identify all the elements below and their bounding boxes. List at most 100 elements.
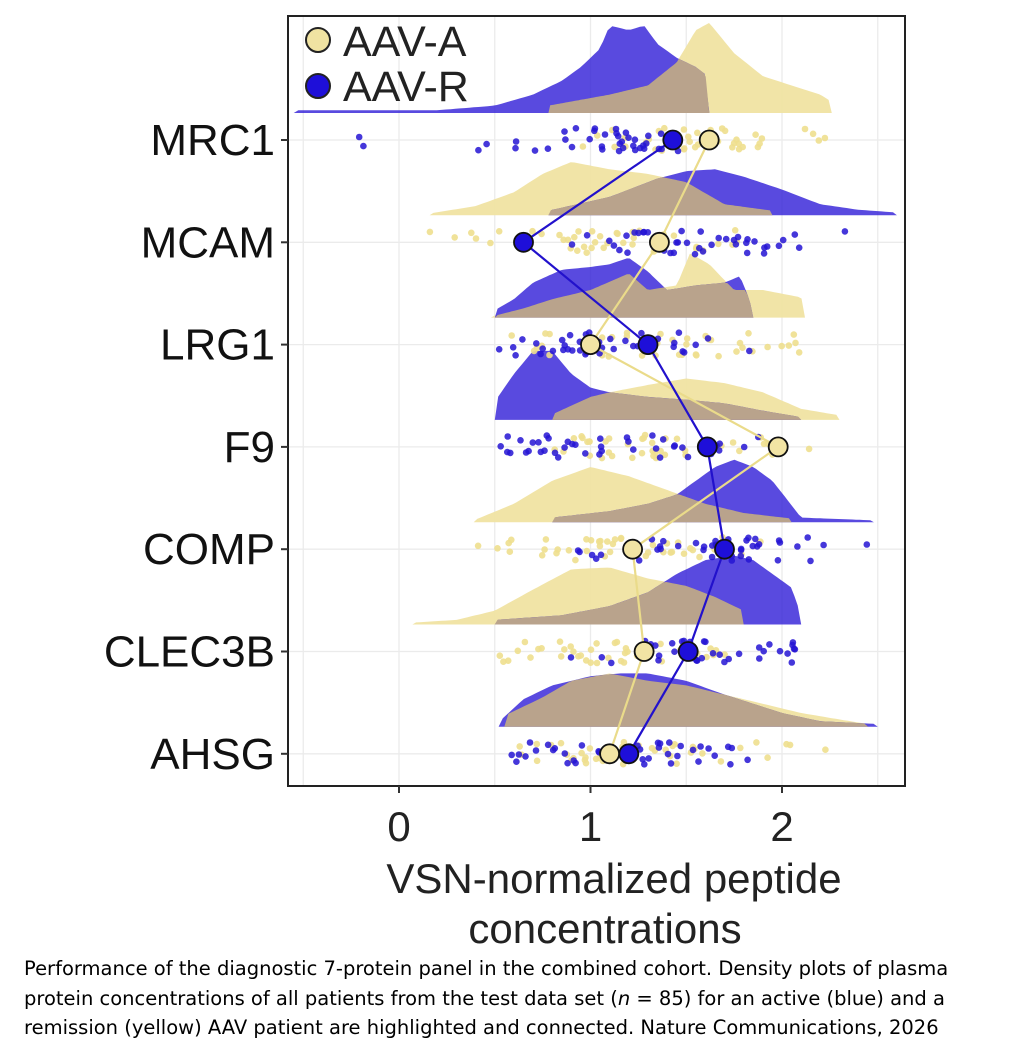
jitter-point-aav-a xyxy=(731,227,739,234)
jitter-point-aav-a xyxy=(583,536,590,543)
jitter-point-aav-r xyxy=(597,551,605,559)
density-overlap-comp xyxy=(552,494,792,523)
jitter-point-aav-a xyxy=(629,241,636,248)
jitter-point-aav-a xyxy=(689,546,697,554)
jitter-point-aav-r xyxy=(641,761,648,768)
jitter-point-aav-a xyxy=(554,546,561,553)
jitter-point-aav-a xyxy=(521,638,529,646)
jitter-point-aav-r xyxy=(656,740,664,747)
jitter-point-aav-r xyxy=(775,537,783,544)
jitter-point-aav-r xyxy=(639,756,646,763)
jitter-point-aav-r xyxy=(622,129,630,136)
jitter-point-aav-r xyxy=(692,341,699,349)
jitter-point-aav-a xyxy=(557,653,565,660)
jitter-point-aav-r xyxy=(727,761,734,768)
jitter-point-aav-a xyxy=(533,740,541,748)
jitter-point-aav-r xyxy=(623,232,630,239)
jitter-point-aav-a xyxy=(737,744,744,752)
jitter-point-aav-a xyxy=(686,138,693,145)
jitter-point-aav-r xyxy=(583,232,591,239)
jitter-point-aav-r xyxy=(789,639,797,646)
jitter-point-aav-r xyxy=(631,136,639,143)
jitter-point-aav-r xyxy=(512,144,519,152)
jitter-point-aav-r xyxy=(635,557,643,564)
jitter-point-aav-a xyxy=(426,228,434,236)
jitter-point-aav-a xyxy=(680,550,688,557)
jitter-point-aav-r xyxy=(743,537,750,544)
jitter-point-aav-a xyxy=(451,234,459,241)
jitter-point-aav-r xyxy=(697,743,704,750)
jitter-point-aav-a xyxy=(617,535,625,543)
x-tick-label-0: 0 xyxy=(387,803,410,850)
jitter-point-aav-r xyxy=(695,758,702,765)
highlight-point-aav-r-mcam xyxy=(513,231,534,253)
jitter-point-aav-a xyxy=(809,130,817,138)
jitter-point-aav-a xyxy=(594,132,601,139)
jitter-point-aav-a xyxy=(611,143,618,151)
jitter-point-aav-a xyxy=(582,754,589,761)
legend: AAV-A AAV-R xyxy=(305,18,469,111)
jitter-point-aav-r xyxy=(561,444,568,451)
jitter-point-aav-r xyxy=(756,655,763,662)
jitter-point-aav-a xyxy=(648,744,656,752)
jitter-point-aav-a xyxy=(715,240,722,248)
jitter-point-aav-a xyxy=(570,648,577,655)
jitter-point-aav-r xyxy=(795,244,803,251)
jitter-point-aav-r xyxy=(541,447,548,455)
x-tick-label-2: 2 xyxy=(770,803,793,850)
jitter-point-aav-a xyxy=(821,134,829,142)
jitter-point-aav-a xyxy=(699,750,706,757)
jitter-point-aav-a xyxy=(735,140,743,147)
jitter-point-aav-a xyxy=(474,542,482,550)
x-axis: 0 1 2 xyxy=(387,786,794,850)
jitter-point-aav-r xyxy=(537,350,544,358)
jitter-point-aav-a xyxy=(670,232,678,239)
jitter-point-aav-r xyxy=(572,125,580,132)
jitter-point-aav-a xyxy=(778,342,785,350)
jitter-point-aav-r xyxy=(622,337,629,345)
jitter-point-aav-r xyxy=(700,546,707,554)
x-tick-label-1: 1 xyxy=(579,803,602,850)
highlight-point-aav-a-clec3b xyxy=(633,641,655,662)
jitter-point-aav-r xyxy=(355,133,363,141)
jitter-point-aav-a xyxy=(620,239,627,247)
jitter-point-aav-a xyxy=(649,541,657,549)
y-tick-label-clec3b: CLEC3B xyxy=(104,628,275,677)
jitter-point-aav-a xyxy=(783,740,790,748)
jitter-point-aav-r xyxy=(689,746,697,754)
jitter-point-aav-r xyxy=(804,534,811,541)
jitter-point-aav-r xyxy=(698,654,706,662)
jitter-point-aav-r xyxy=(740,443,748,451)
jitter-point-aav-a xyxy=(752,131,759,138)
jitter-point-aav-a xyxy=(530,347,538,355)
jitter-point-aav-a xyxy=(620,659,628,666)
jitter-point-aav-a xyxy=(496,652,504,659)
jitter-point-aav-r xyxy=(664,750,672,758)
jitter-point-aav-a xyxy=(587,646,595,653)
jitter-point-aav-a xyxy=(629,454,636,462)
jitter-point-aav-r xyxy=(744,756,751,764)
jitter-point-aav-r xyxy=(564,759,571,767)
jitter-point-aav-a xyxy=(673,435,681,443)
jitter-point-aav-a xyxy=(472,235,480,242)
highlight-point-aav-a-f9 xyxy=(767,436,789,458)
jitter-point-aav-r xyxy=(794,543,801,550)
jitter-point-aav-r xyxy=(554,454,562,461)
highlight-point-aav-r-f9 xyxy=(696,436,718,458)
jitter-point-aav-r xyxy=(779,236,787,244)
jitter-point-aav-r xyxy=(551,449,559,457)
plot-border xyxy=(287,15,906,787)
jitter-point-aav-r xyxy=(671,648,678,655)
jitter-point-aav-r xyxy=(533,340,540,347)
jitter-point-aav-a xyxy=(586,745,594,752)
jitter-point-aav-r xyxy=(564,438,572,446)
jitter-point-aav-r xyxy=(495,346,503,353)
jitter-point-aav-r xyxy=(716,651,723,658)
jitter-point-aav-a xyxy=(556,638,564,645)
jitter-point-aav-a xyxy=(602,438,609,445)
highlight-point-aav-a-ahsg xyxy=(599,743,620,765)
jitter-point-aav-a xyxy=(579,434,586,442)
jitter-point-aav-r xyxy=(532,747,540,754)
jitter-point-aav-r xyxy=(531,147,539,154)
jitter-point-aav-a xyxy=(696,553,703,561)
